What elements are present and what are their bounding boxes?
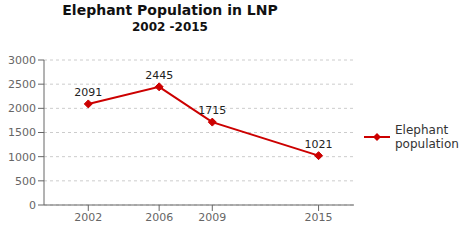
svg-text:1000: 1000 bbox=[8, 151, 36, 164]
svg-text:2009: 2009 bbox=[198, 211, 226, 224]
html-text:Elephant: Elephant bbox=[395, 122, 449, 137]
svg-text:1021: 1021 bbox=[305, 138, 333, 151]
svg-text:1500: 1500 bbox=[8, 126, 36, 139]
svg-text:2500: 2500 bbox=[8, 78, 36, 91]
svg-text:2445: 2445 bbox=[145, 69, 173, 82]
svg-text:500: 500 bbox=[15, 175, 36, 188]
svg-text:2015: 2015 bbox=[305, 211, 333, 224]
html-text:Elephant Population in LNP: Elephant Population in LNP bbox=[62, 2, 278, 18]
svg-text:3000: 3000 bbox=[8, 54, 36, 67]
svg-text:2002: 2002 bbox=[74, 211, 102, 224]
html-text:2002 -2015: 2002 -2015 bbox=[132, 20, 208, 34]
html-text:population: population bbox=[395, 136, 459, 151]
svg-text:2006: 2006 bbox=[145, 211, 173, 224]
svg-text:1715: 1715 bbox=[198, 104, 226, 117]
svg-text:0: 0 bbox=[29, 199, 36, 212]
svg-text:2091: 2091 bbox=[74, 86, 102, 99]
svg-text:2000: 2000 bbox=[8, 102, 36, 115]
